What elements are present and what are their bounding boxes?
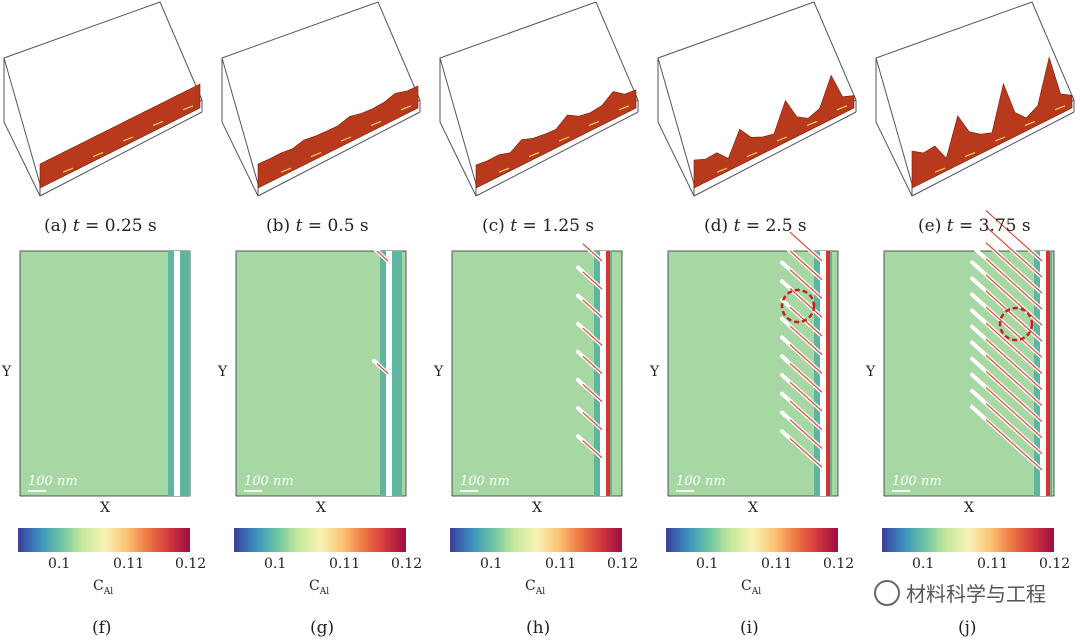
cbar-i-tick-1: 0.1 [696,556,719,572]
alloy-layer-c [475,89,637,189]
scalebar-label-g: 100 nm [244,474,294,489]
scalebar-label-h: 100 nm [460,474,510,489]
xlabel-i: X [748,500,758,516]
cbar-g-label: CAl [309,578,330,597]
box3d-d [657,1,857,197]
cbar-i-tick-3: 0.12 [823,556,855,572]
map-g [234,246,407,552]
colorbar-h [450,528,622,552]
caption-c: (c) t = 1.25 s [482,216,595,236]
red-interface-i [826,251,830,496]
caption-b: (b) t = 0.5 s [266,216,369,236]
caption-e: (e) t = 3.75 s [918,216,1031,236]
sublabel-h: (h) [526,618,551,638]
caption-a: (a) t = 0.25 s [44,216,157,236]
scalebar-i [676,490,694,492]
highlight-circle-j [998,306,1034,342]
red-interface-h [606,251,610,496]
cbar-h-label: CAl [525,578,546,597]
colorbar-g [234,528,406,552]
map-j [882,196,1055,552]
cbar-j-tick-2: 0.11 [977,556,1009,572]
map-h [450,237,623,552]
sublabel-i: (i) [740,618,759,638]
colorbar-f [18,528,190,552]
scalebar-h [460,490,478,492]
cbar-f-tick-3: 0.12 [175,556,207,572]
cbar-g-tick-1: 0.1 [264,556,287,572]
cbar-i-label: CAl [741,578,762,597]
xlabel-f: X [100,500,110,516]
map-field-g [235,250,407,497]
sublabel-f: (f) [92,618,112,638]
cbar-i-tick-2: 0.11 [761,556,793,572]
cbar-g-tick-2: 0.11 [329,556,361,572]
caption-d: (d) t = 2.5 s [704,216,807,236]
cbar-h-tick-2: 0.11 [545,556,577,572]
scalebar-f [28,490,46,492]
ylabel-i: Y [650,364,660,380]
ylabel-j: Y [866,364,876,380]
alloy-layer-b [257,85,419,189]
map-i [666,223,839,552]
sublabel-g: (g) [310,618,335,638]
box3d-b [221,1,421,197]
scalebar-g [244,490,262,492]
cbar-h-tick-3: 0.12 [607,556,639,572]
cbar-f-tick-2: 0.11 [113,556,145,572]
cbar-f-label: CAl [93,578,114,597]
cbar-f-tick-1: 0.1 [48,556,71,572]
cbar-h-tick-1: 0.1 [480,556,503,572]
cbar-j-tick-3: 0.12 [1039,556,1071,572]
map-field-h [451,250,623,497]
xlabel-j: X [964,500,974,516]
cbar-g-tick-3: 0.12 [391,556,423,572]
red-interface-j [1046,251,1050,496]
alloy-layer-d [693,74,855,189]
alloy-layer-e [911,56,1073,189]
scalebar-label-f: 100 nm [28,474,78,489]
xlabel-g: X [316,500,326,516]
box3d-c [439,1,639,197]
box3d-e [875,1,1075,197]
cbar-j-tick-1: 0.1 [912,556,935,572]
ylabel-g: Y [218,364,228,380]
watermark: 材料科学与工程 [874,578,1046,607]
scalebar-j [892,490,910,492]
box3d-a [3,1,203,197]
map-field-f [19,250,191,497]
wechat-icon [874,579,900,606]
colorbar-i [666,528,838,552]
sublabel-j: (j) [958,618,977,638]
highlight-circle-i [780,288,816,324]
ylabel-f: Y [2,364,12,380]
xlabel-h: X [532,500,542,516]
watermark-text: 材料科学与工程 [906,582,1046,606]
ylabel-h: Y [434,364,444,380]
scalebar-label-i: 100 nm [676,474,726,489]
alloy-layer-a [39,83,201,189]
map-f [18,250,191,552]
colorbar-j [882,528,1054,552]
scalebar-label-j: 100 nm [892,474,942,489]
